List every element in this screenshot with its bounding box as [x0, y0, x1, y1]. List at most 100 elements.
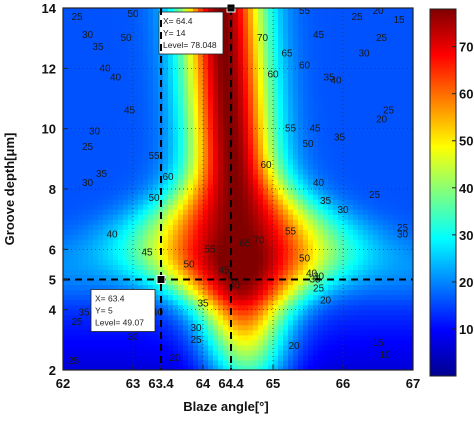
- heat-cell: [153, 158, 159, 165]
- heat-cell: [338, 83, 344, 90]
- heat-cell: [408, 344, 413, 351]
- heat-cell: [263, 73, 269, 79]
- heat-cell: [373, 43, 379, 49]
- heat-cell: [148, 168, 154, 175]
- heat-cell: [113, 334, 119, 341]
- heat-cell: [108, 98, 114, 105]
- heat-cell: [68, 78, 74, 85]
- heat-cell: [178, 183, 184, 190]
- heat-cell: [78, 98, 84, 105]
- heat-cell: [248, 214, 254, 220]
- heat-cell: [268, 153, 274, 160]
- heat-cell: [118, 133, 124, 140]
- heat-cell: [373, 78, 379, 85]
- heat-cell: [133, 269, 139, 276]
- heat-cell: [358, 274, 364, 281]
- heat-cell: [323, 163, 329, 170]
- heat-cell: [283, 103, 289, 110]
- heat-cell: [73, 304, 79, 311]
- heat-cell: [333, 189, 339, 195]
- heat-cell: [243, 113, 249, 120]
- heat-cell: [83, 234, 89, 240]
- heat-cell: [373, 108, 379, 115]
- heat-cell: [298, 234, 304, 240]
- heat-cell: [383, 314, 389, 321]
- heat-cell: [343, 314, 349, 321]
- heat-cell: [188, 364, 194, 370]
- heat-cell: [343, 299, 349, 306]
- heat-cell: [108, 133, 114, 140]
- heat-cell: [258, 163, 264, 170]
- heat-cell: [278, 279, 284, 286]
- heat-cell: [93, 98, 99, 105]
- heat-cell: [373, 279, 379, 286]
- heat-cell: [218, 274, 224, 281]
- heat-cell: [363, 229, 369, 235]
- heat-cell: [398, 339, 404, 346]
- heat-cell: [348, 168, 354, 175]
- heat-cell: [333, 234, 339, 240]
- heat-cell: [63, 289, 69, 296]
- heat-cell: [158, 73, 164, 79]
- heat-cell: [348, 209, 354, 215]
- heat-cell: [383, 173, 389, 180]
- heat-cell: [168, 244, 174, 250]
- heat-cell: [408, 244, 413, 250]
- heat-cell: [118, 269, 124, 276]
- heat-cell: [163, 349, 169, 356]
- heat-cell: [403, 294, 409, 301]
- heat-cell: [328, 18, 334, 24]
- heat-cell: [103, 123, 109, 130]
- heat-cell: [393, 108, 399, 115]
- heat-cell: [328, 78, 334, 85]
- heat-cell: [333, 103, 339, 110]
- heat-cell: [208, 123, 214, 130]
- heat-cell: [353, 354, 359, 361]
- heat-cell: [353, 309, 359, 316]
- heat-cell: [303, 78, 309, 85]
- heat-cell: [253, 173, 259, 180]
- heat-cell: [103, 269, 109, 276]
- heat-cell: [158, 98, 164, 105]
- heat-cell: [288, 148, 294, 155]
- heat-cell: [393, 209, 399, 215]
- heat-cell: [88, 349, 94, 356]
- heat-cell: [168, 158, 174, 165]
- heat-cell: [398, 359, 404, 366]
- heat-cell: [353, 204, 359, 210]
- heat-cell: [303, 364, 309, 370]
- heat-cell: [268, 183, 274, 190]
- heat-cell: [213, 364, 219, 370]
- heat-cell: [183, 73, 189, 79]
- heat-cell: [113, 108, 119, 115]
- heat-cell: [118, 148, 124, 155]
- heat-cell: [363, 63, 369, 69]
- heat-cell: [253, 294, 259, 301]
- heat-cell: [188, 344, 194, 351]
- heat-cell: [358, 204, 364, 210]
- heat-cell: [368, 209, 374, 215]
- heat-cell: [288, 249, 294, 255]
- heat-cell: [123, 269, 129, 276]
- heat-cell: [358, 8, 364, 14]
- heat-cell: [343, 229, 349, 235]
- heat-cell: [238, 108, 244, 115]
- heat-cell: [308, 289, 314, 296]
- heat-cell: [328, 58, 334, 64]
- heat-cell: [383, 294, 389, 301]
- heat-cell: [223, 48, 229, 54]
- heat-cell: [168, 334, 174, 341]
- heat-cell: [263, 219, 269, 225]
- heat-cell: [348, 189, 354, 195]
- heat-cell: [353, 289, 359, 296]
- heat-cell: [368, 229, 374, 235]
- heat-cell: [373, 38, 379, 44]
- heat-cell: [268, 118, 274, 125]
- heat-cell: [313, 329, 319, 336]
- heat-cell: [318, 113, 324, 120]
- heat-cell: [278, 13, 284, 19]
- heat-cell: [278, 138, 284, 145]
- heat-cell: [243, 289, 249, 296]
- heat-cell: [363, 23, 369, 29]
- heat-cell: [343, 93, 349, 100]
